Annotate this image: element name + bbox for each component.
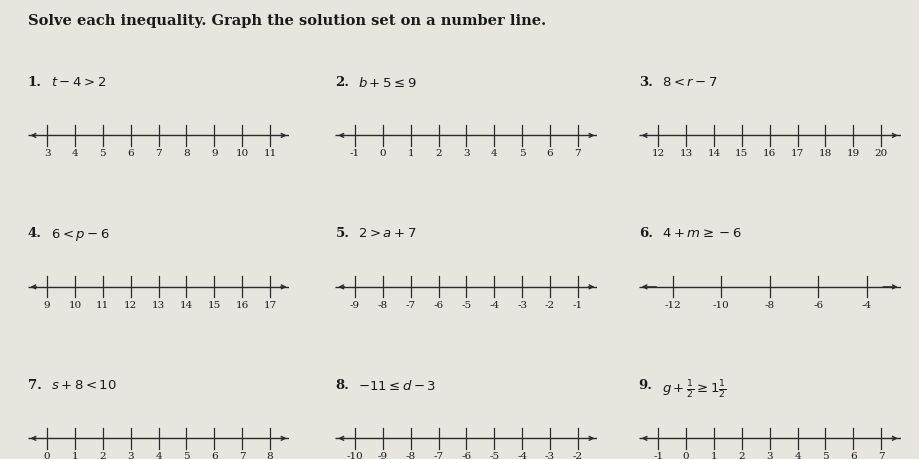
Text: -10: -10: [713, 301, 730, 310]
Text: 10: 10: [68, 301, 82, 310]
Text: 10: 10: [235, 150, 249, 158]
Text: -5: -5: [461, 301, 471, 310]
Text: 0: 0: [44, 453, 51, 459]
Text: 7.: 7.: [28, 379, 41, 392]
Text: -6: -6: [813, 301, 823, 310]
Text: 7: 7: [878, 453, 884, 459]
Text: 4: 4: [72, 150, 78, 158]
Text: Solve each inequality. Graph the solution set on a number line.: Solve each inequality. Graph the solutio…: [28, 14, 546, 28]
Text: -3: -3: [517, 301, 528, 310]
Text: 1: 1: [407, 150, 414, 158]
Text: 3: 3: [128, 453, 134, 459]
Text: 3: 3: [766, 453, 773, 459]
Text: 1.: 1.: [28, 76, 41, 89]
Text: -1: -1: [573, 301, 583, 310]
Text: 7: 7: [239, 453, 245, 459]
Text: $8 < r - 7$: $8 < r - 7$: [662, 76, 718, 89]
Text: 2.: 2.: [335, 76, 349, 89]
Text: 3: 3: [44, 150, 51, 158]
Text: 9.: 9.: [639, 379, 652, 392]
Text: 2: 2: [436, 150, 442, 158]
Text: 9: 9: [44, 301, 51, 310]
Text: 4.: 4.: [28, 227, 41, 240]
Text: 4: 4: [794, 453, 800, 459]
Text: 6: 6: [850, 453, 857, 459]
Text: 17: 17: [264, 301, 277, 310]
Text: $s + 8 < 10$: $s + 8 < 10$: [51, 379, 117, 392]
Text: 7: 7: [155, 150, 162, 158]
Text: 12: 12: [124, 301, 137, 310]
Text: 15: 15: [208, 301, 221, 310]
Text: -5: -5: [489, 453, 499, 459]
Text: 5.: 5.: [335, 227, 349, 240]
Text: -2: -2: [545, 301, 555, 310]
Text: 2: 2: [99, 453, 106, 459]
Text: -6: -6: [434, 301, 444, 310]
Text: -7: -7: [434, 453, 444, 459]
Text: $4 + m \geq -6$: $4 + m \geq -6$: [662, 227, 742, 240]
Text: -8: -8: [378, 301, 388, 310]
Text: 16: 16: [763, 150, 777, 158]
Text: 5: 5: [183, 453, 189, 459]
Text: -4: -4: [517, 453, 528, 459]
Text: 18: 18: [819, 150, 832, 158]
Text: $t - 4 > 2$: $t - 4 > 2$: [51, 76, 106, 89]
Text: 9: 9: [211, 150, 218, 158]
Text: 14: 14: [708, 150, 720, 158]
Text: -1: -1: [653, 453, 664, 459]
Text: -9: -9: [350, 301, 360, 310]
Text: -10: -10: [346, 453, 363, 459]
Text: 6.: 6.: [639, 227, 652, 240]
Text: $2 > a + 7$: $2 > a + 7$: [358, 227, 417, 240]
Text: 6: 6: [128, 150, 134, 158]
Text: -7: -7: [405, 301, 415, 310]
Text: 1: 1: [72, 453, 78, 459]
Text: $b + 5 \leq 9$: $b + 5 \leq 9$: [358, 76, 417, 90]
Text: 14: 14: [180, 301, 193, 310]
Text: -9: -9: [378, 453, 388, 459]
Text: 2: 2: [739, 453, 745, 459]
Text: 11: 11: [264, 150, 277, 158]
Text: 8.: 8.: [335, 379, 349, 392]
Text: 4: 4: [155, 453, 162, 459]
Text: 20: 20: [875, 150, 888, 158]
Text: 1: 1: [710, 453, 717, 459]
Text: 13: 13: [152, 301, 165, 310]
Text: -6: -6: [461, 453, 471, 459]
Text: 16: 16: [235, 301, 249, 310]
Text: -12: -12: [664, 301, 681, 310]
Text: 4: 4: [491, 150, 497, 158]
Text: 5: 5: [99, 150, 106, 158]
Text: -4: -4: [489, 301, 499, 310]
Text: -3: -3: [545, 453, 555, 459]
Text: 11: 11: [96, 301, 109, 310]
Text: -4: -4: [862, 301, 872, 310]
Text: 19: 19: [846, 150, 860, 158]
Text: 13: 13: [679, 150, 693, 158]
Text: 6: 6: [547, 150, 553, 158]
Text: 12: 12: [652, 150, 664, 158]
Text: -8: -8: [765, 301, 775, 310]
Text: -2: -2: [573, 453, 583, 459]
Text: 3.: 3.: [639, 76, 652, 89]
Text: 5: 5: [519, 150, 526, 158]
Text: 15: 15: [735, 150, 748, 158]
Text: 8: 8: [267, 453, 273, 459]
Text: -1: -1: [350, 150, 360, 158]
Text: $-11 \leq d - 3$: $-11 \leq d - 3$: [358, 379, 437, 393]
Text: 3: 3: [463, 150, 470, 158]
Text: $g + \frac{1}{2} \geq 1\frac{1}{2}$: $g + \frac{1}{2} \geq 1\frac{1}{2}$: [662, 379, 727, 401]
Text: $6 < p - 6$: $6 < p - 6$: [51, 227, 109, 243]
Text: -8: -8: [405, 453, 415, 459]
Text: 0: 0: [380, 150, 386, 158]
Text: 7: 7: [574, 150, 581, 158]
Text: 17: 17: [791, 150, 804, 158]
Text: 5: 5: [823, 453, 829, 459]
Text: 6: 6: [211, 453, 218, 459]
Text: 0: 0: [683, 453, 689, 459]
Text: 8: 8: [183, 150, 189, 158]
